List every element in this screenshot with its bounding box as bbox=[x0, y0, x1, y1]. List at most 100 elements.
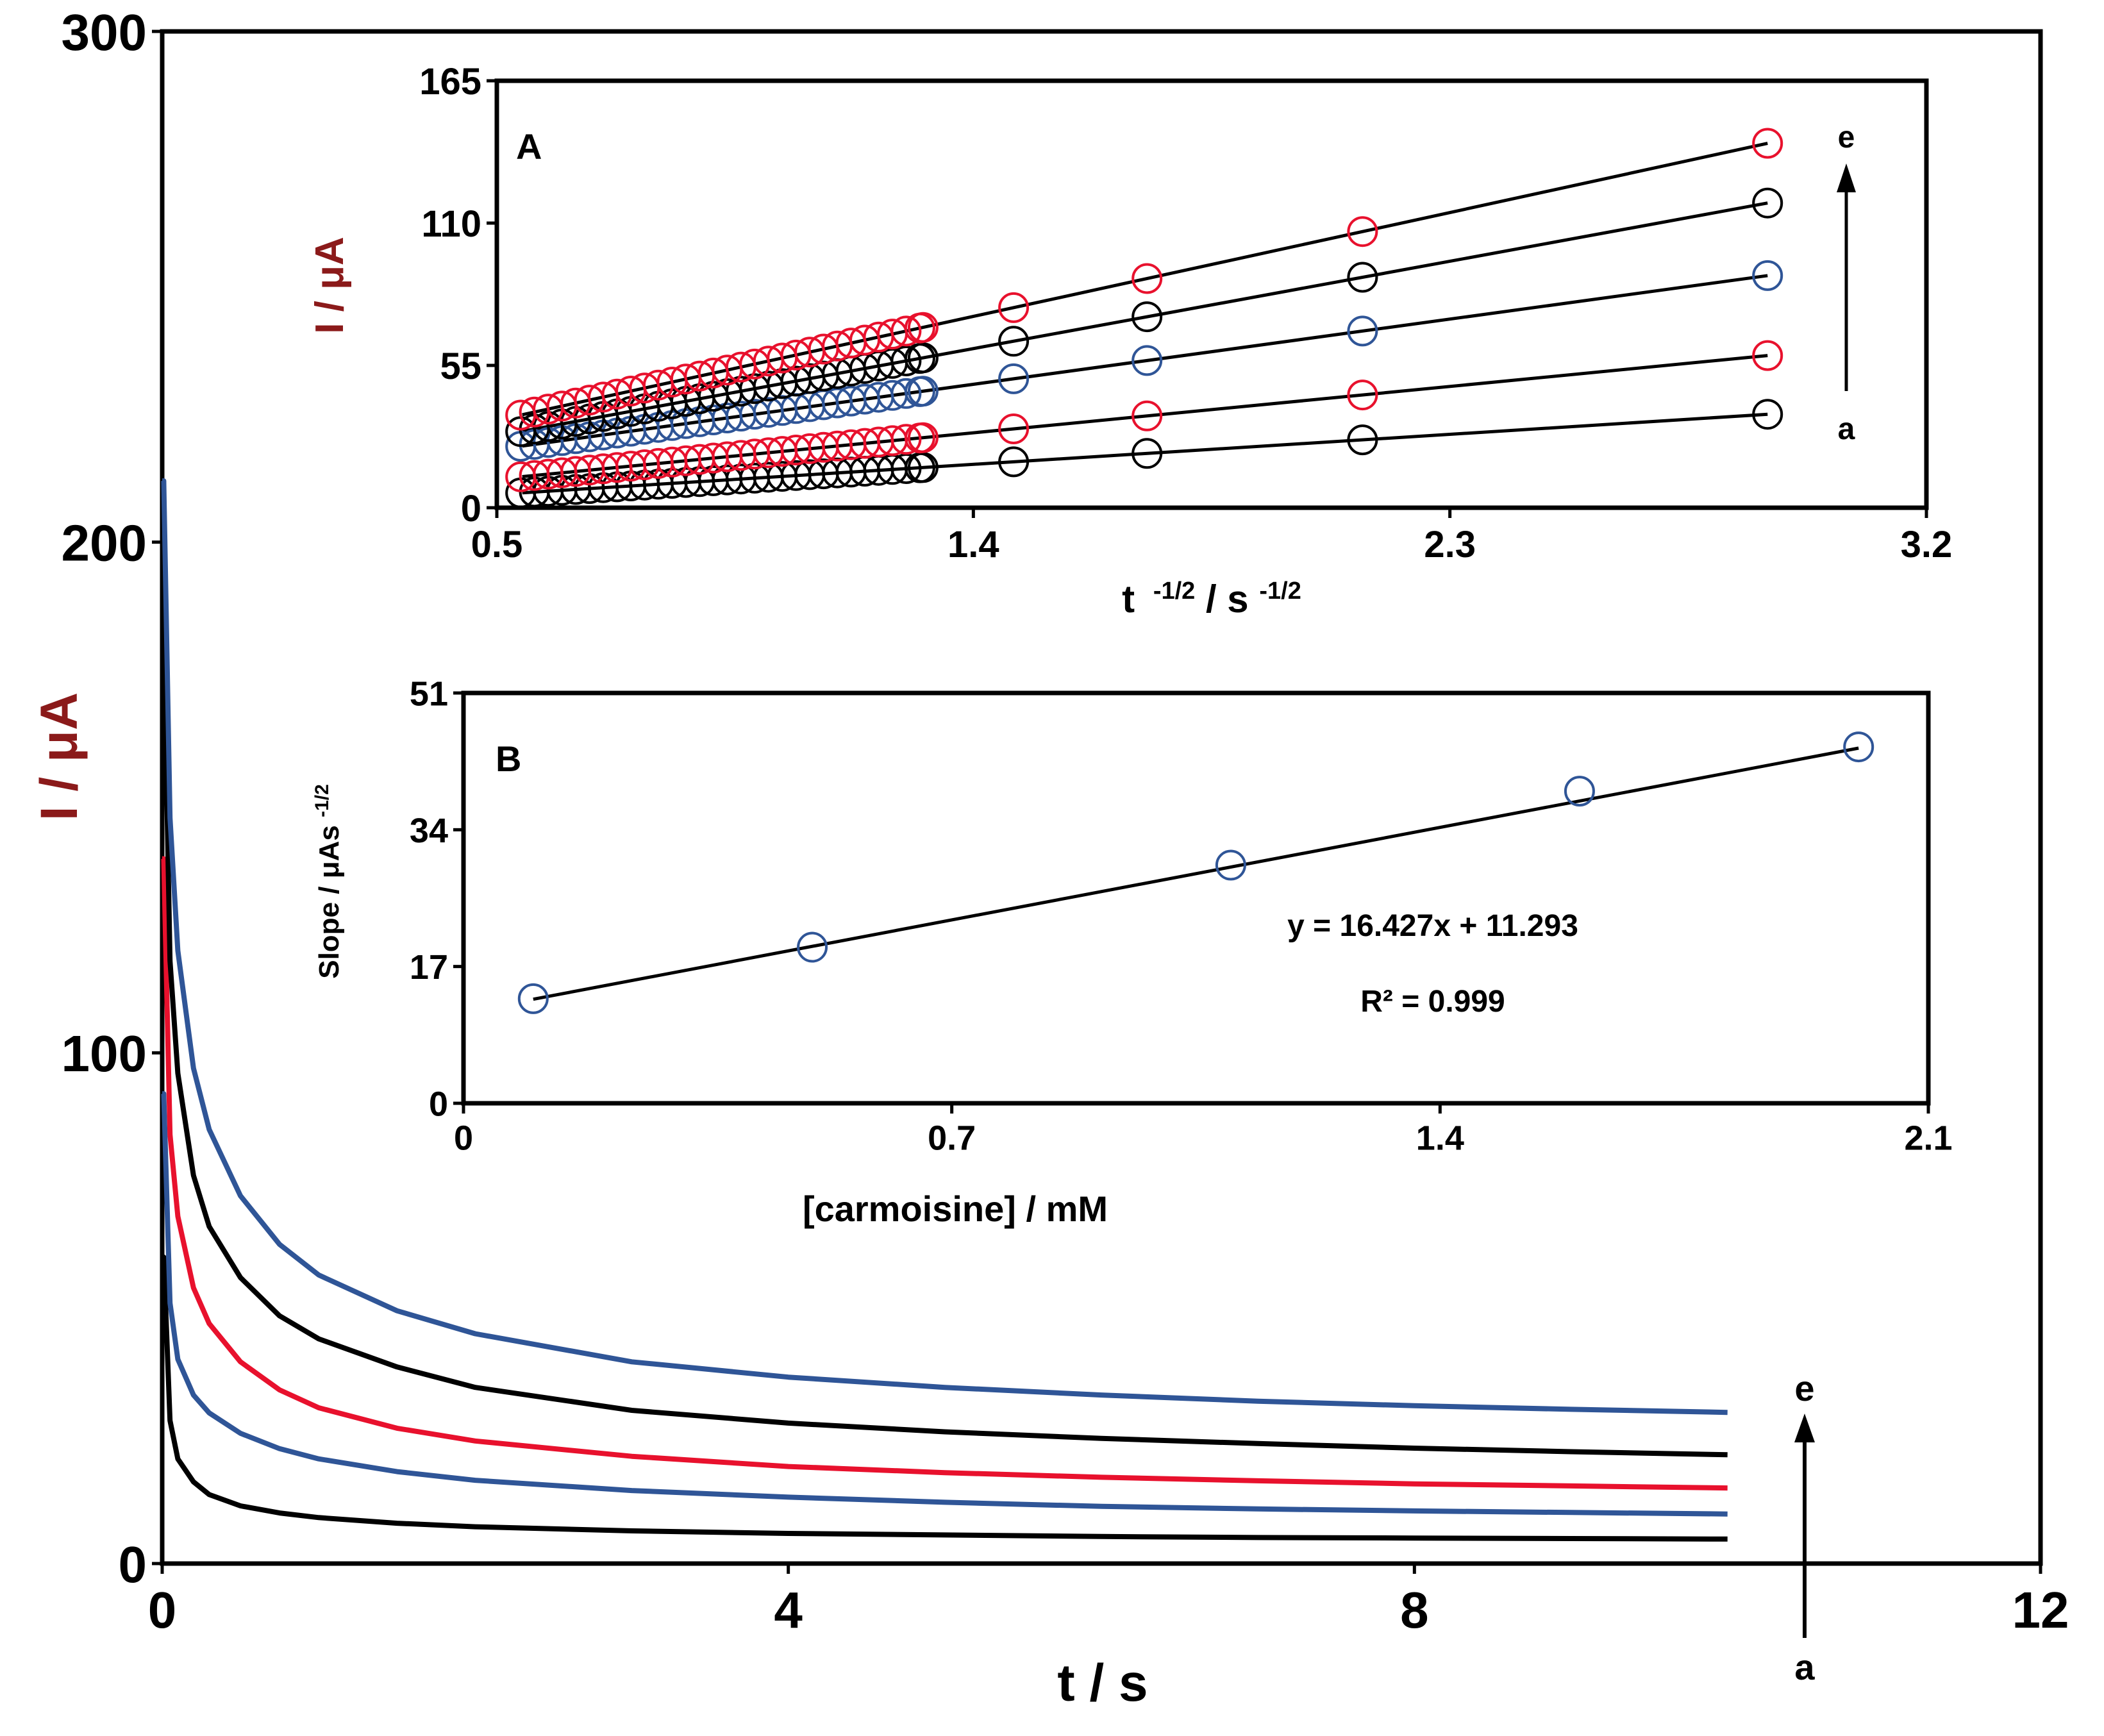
inset-a-point-c bbox=[1131, 345, 1163, 376]
inset-a-x-tick-label: 1.4 bbox=[948, 524, 999, 565]
inset-b-r2: R² = 0.999 bbox=[1360, 985, 1505, 1019]
inset-a-point-a bbox=[1752, 399, 1783, 430]
inset-a-point-d bbox=[1131, 301, 1163, 333]
main-x-tick-label: 4 bbox=[774, 1582, 803, 1639]
inset-b-panel-label: B bbox=[496, 739, 521, 779]
inset-b-equation: y = 16.427x + 11.293 bbox=[1287, 909, 1578, 943]
inset-a-point-a bbox=[1347, 424, 1378, 456]
main-curve-a bbox=[161, 1255, 1728, 1542]
inset-b-y-axis-title: Slope / μAs -1/2 bbox=[312, 784, 346, 979]
inset-a-point-e bbox=[907, 312, 939, 343]
inset-a-point-b bbox=[1752, 340, 1783, 371]
main-y-tick-label: 300 bbox=[62, 4, 147, 61]
main-curve-d bbox=[161, 631, 1728, 1458]
main-arrow-label-end: e bbox=[1794, 1368, 1814, 1408]
inset-b-x-axis-title: [carmoisine] / mM bbox=[803, 1189, 1108, 1229]
inset-b-points bbox=[517, 731, 1874, 1014]
main-curves bbox=[161, 478, 1728, 1542]
main-y-axis-title: I / μA bbox=[30, 692, 88, 821]
inset-a-point-b bbox=[1347, 380, 1378, 411]
inset-a-x-axis-title: t -1/2 / s -1/2 bbox=[1122, 578, 1301, 621]
inset-a-y-ticks: 0 55 110 165 bbox=[419, 61, 497, 530]
inset-a-y-tick-label: 55 bbox=[440, 346, 481, 387]
inset-b-x-tick-label: 1.4 bbox=[1416, 1119, 1464, 1158]
main-curve-e bbox=[161, 478, 1728, 1415]
main-y-ticks: 0 100 200 300 bbox=[62, 4, 162, 1593]
inset-a-frame bbox=[494, 78, 1929, 510]
inset-a-panel-label: A bbox=[516, 126, 542, 167]
inset-a-point-e bbox=[1131, 263, 1163, 294]
inset-a-arrow-label-end: e bbox=[1838, 121, 1855, 154]
main-curve-b bbox=[161, 1091, 1728, 1517]
inset-a-point-d bbox=[1347, 262, 1378, 293]
inset-a-fit-line-a bbox=[522, 412, 1768, 495]
inset-a-arrow-label-start: a bbox=[1838, 412, 1855, 446]
inset-b-x-tick-label: 2.1 bbox=[1904, 1119, 1952, 1158]
inset-a-y-tick-label: 165 bbox=[419, 61, 481, 103]
inset-a-point-b bbox=[907, 422, 939, 453]
main-y-tick-label: 200 bbox=[62, 514, 147, 571]
main-x-ticks: 0 4 8 12 bbox=[148, 1564, 2069, 1639]
inset-b-point bbox=[517, 983, 549, 1014]
inset-a-x-tick-label: 2.3 bbox=[1424, 524, 1476, 565]
inset-b-y-tick-label: 34 bbox=[410, 812, 448, 850]
inset-b-x-tick-label: 0.7 bbox=[928, 1119, 976, 1158]
inset-b-point bbox=[1564, 776, 1595, 807]
inset-a-point-d bbox=[1752, 187, 1783, 219]
inset-a-point-e bbox=[890, 315, 922, 347]
inset-a-point-a bbox=[998, 446, 1030, 478]
inset-b: 0 0.7 1.4 2.1 0 17 34 51 B y = 16.427x + 11.29… bbox=[312, 674, 1953, 1229]
inset-a-point-a bbox=[907, 452, 939, 483]
inset-a-point-d bbox=[907, 342, 939, 374]
inset-a-fit-lines bbox=[522, 142, 1768, 495]
inset-b-point bbox=[1843, 731, 1874, 763]
inset-a-fit-line-c bbox=[522, 274, 1768, 448]
main-plot-frame bbox=[160, 29, 2043, 1566]
inset-a-x-ticks: 0.5 1.4 2.3 3.2 bbox=[471, 508, 1953, 565]
inset-a-point-e bbox=[1752, 128, 1783, 159]
inset-a-point-d bbox=[890, 346, 922, 376]
main-series-arrowhead bbox=[1794, 1414, 1815, 1442]
inset-a-x-tick-label: 3.2 bbox=[1901, 524, 1953, 565]
inset-b-fit-line bbox=[533, 746, 1859, 1001]
inset-b-y-tick-label: 17 bbox=[410, 948, 448, 987]
inset-a-point-c bbox=[1752, 260, 1783, 291]
inset-b-point bbox=[797, 931, 828, 963]
inset-a-point-c bbox=[998, 363, 1030, 394]
inset-b-y-tick-label: 0 bbox=[429, 1085, 448, 1123]
inset-a-point-c bbox=[1347, 315, 1378, 347]
main-arrow-label-start: a bbox=[1794, 1647, 1815, 1687]
inset-a-point-b bbox=[890, 424, 922, 455]
inset-b-y-ticks: 0 17 34 51 bbox=[410, 674, 463, 1123]
inset-a-point-a bbox=[1131, 438, 1163, 469]
main-x-axis-title: t / s bbox=[1057, 1654, 1148, 1712]
inset-a-point-c bbox=[907, 376, 939, 407]
inset-a-point-b bbox=[1131, 400, 1163, 431]
inset-a-point-c bbox=[890, 378, 922, 409]
inset-b-point bbox=[1215, 849, 1246, 881]
inset-a-point-e bbox=[998, 292, 1030, 323]
inset-a-points bbox=[505, 128, 1783, 508]
inset-b-y-tick-label: 51 bbox=[410, 674, 448, 713]
inset-a: 0.5 1.4 2.3 3.2 0 55 110 165 A t -1/2 / s -1/2… bbox=[308, 61, 1952, 621]
main-curve-c bbox=[161, 856, 1728, 1491]
inset-a-x-tick-label: 0.5 bbox=[471, 524, 523, 565]
inset-a-fit-line-e bbox=[522, 142, 1768, 417]
inset-a-fit-line-d bbox=[522, 201, 1768, 433]
main-y-tick-label: 100 bbox=[62, 1025, 147, 1082]
main-plot: 0 4 8 12 0 100 200 300 t / s I / μA e a bbox=[30, 4, 2069, 1712]
inset-a-series-arrowhead bbox=[1837, 163, 1856, 192]
inset-a-point-e bbox=[1347, 216, 1378, 247]
inset-a-y-tick-label: 110 bbox=[421, 203, 481, 245]
main-y-tick-label: 0 bbox=[119, 1536, 147, 1593]
inset-b-frame bbox=[461, 690, 1931, 1106]
main-x-tick-label: 8 bbox=[1400, 1582, 1429, 1639]
inset-b-fit bbox=[533, 746, 1859, 1001]
inset-a-y-tick-label: 0 bbox=[461, 488, 481, 530]
main-x-tick-label: 12 bbox=[2012, 1582, 2069, 1639]
inset-a-fit-line-b bbox=[522, 354, 1768, 479]
main-x-tick-label: 0 bbox=[148, 1582, 177, 1639]
inset-b-x-tick-label: 0 bbox=[454, 1119, 473, 1158]
inset-b-x-ticks: 0 0.7 1.4 2.1 bbox=[454, 1103, 1953, 1158]
